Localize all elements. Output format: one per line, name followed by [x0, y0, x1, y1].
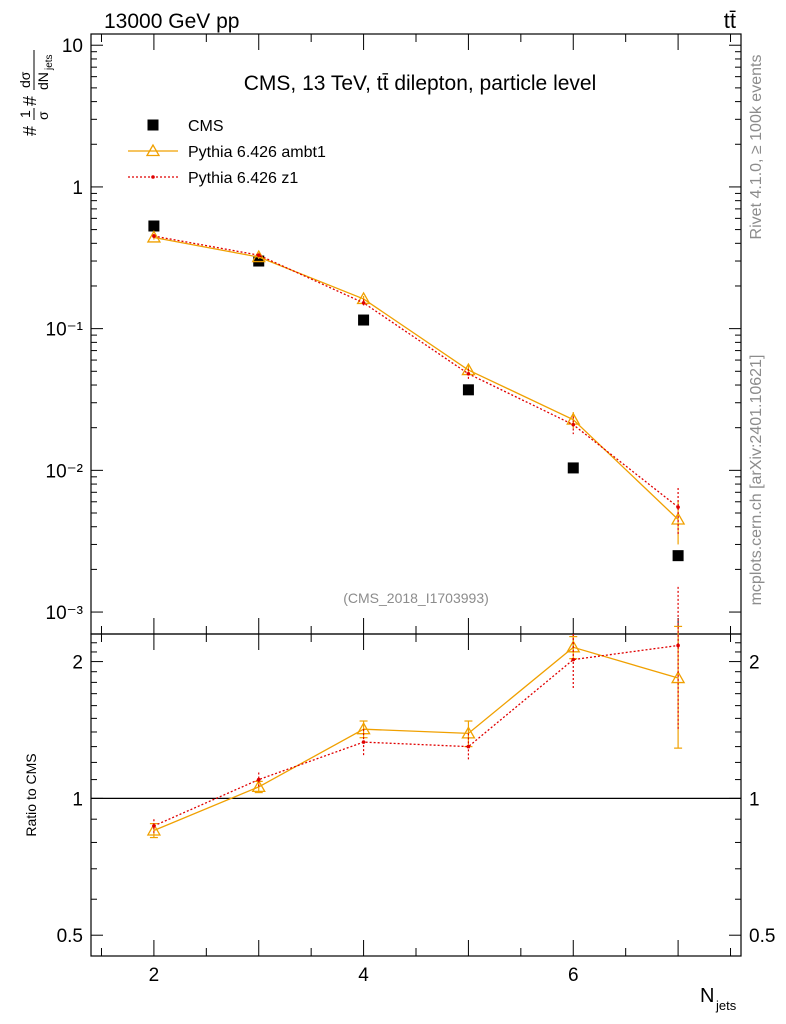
- ratio-point: [361, 740, 366, 744]
- x-tick-label: 2: [149, 965, 160, 986]
- data-point: [256, 253, 261, 257]
- ratio-point: [466, 744, 471, 749]
- main-series: [146, 220, 686, 562]
- ratio-point: [676, 643, 680, 648]
- ratio-series: [146, 586, 686, 839]
- ratio-tick-label-right: 2: [749, 653, 760, 674]
- energy-label: 13000 GeV pp: [104, 10, 239, 33]
- svg-text:jets: jets: [44, 54, 55, 71]
- data-point: [146, 230, 162, 243]
- data-point: [672, 550, 684, 562]
- ratio-tick-label-right: 1: [749, 789, 760, 810]
- ratio-point: [670, 670, 686, 684]
- x-tick-label: 6: [568, 965, 579, 986]
- analysis-label: (CMS_2018_I1703993): [343, 590, 489, 606]
- data-point: [676, 505, 680, 509]
- data-point: [462, 384, 474, 396]
- legend-label: Pythia 6.426 ambt1: [188, 144, 326, 161]
- ratio-point: [256, 777, 261, 782]
- svg-text:#: #: [20, 126, 40, 136]
- data-point: [571, 422, 576, 427]
- svg-text:1: 1: [17, 110, 33, 118]
- legend-item: CMS: [147, 118, 224, 135]
- ratio-point: [146, 823, 162, 836]
- ratio-tick-label: 0.5: [57, 926, 83, 947]
- process-label: tt̄: [724, 8, 736, 33]
- mcplots-label: mcplots.cern.ch [arXiv:2401.10621]: [748, 355, 765, 606]
- data-point: [567, 462, 579, 474]
- ratio-line: [153, 646, 679, 832]
- series-line: [153, 235, 679, 508]
- series-line: [153, 236, 679, 520]
- ratio-axis-label: Ratio to CMS: [23, 753, 39, 836]
- data-point: [361, 301, 366, 305]
- legend-label: Pythia 6.426 z1: [188, 170, 298, 187]
- series-pythia-6-426-ambt1: [146, 230, 686, 545]
- y-tick-label: 1: [72, 178, 83, 199]
- x-axis-ticks: 2 4 6: [100, 34, 732, 986]
- legend-label: CMS: [188, 118, 224, 135]
- y-tick-label: 10⁻³: [46, 603, 84, 624]
- y-axis-label: # 1 σ # dσ dN jets: [17, 50, 55, 136]
- legend-item: Pythia 6.426 z1: [128, 170, 298, 187]
- svg-text:jets: jets: [715, 998, 737, 1013]
- legend-marker: [145, 143, 161, 157]
- svg-text:dN: dN: [35, 72, 51, 90]
- y-tick-label: 10⁻¹: [46, 320, 84, 341]
- svg-text:#: #: [20, 96, 40, 106]
- series-cms: [148, 220, 684, 562]
- y-tick-label: 10: [62, 36, 83, 57]
- ratio-tick-label-right: 0.5: [749, 926, 775, 947]
- x-axis-label: N jets: [700, 985, 737, 1013]
- legend-marker: [147, 119, 159, 131]
- ratio-pythia-6-426-z1: [152, 586, 680, 833]
- ratio-tick-label: 1: [72, 789, 83, 810]
- svg-text:N: N: [700, 985, 714, 1007]
- ratio-pythia-6-426-ambt1: [146, 625, 686, 839]
- ratio-plot-frame: [90, 633, 742, 957]
- ratio-axis-ticks: 0.5 0.5 1 1 2 2: [57, 633, 775, 947]
- data-point: [152, 234, 156, 238]
- legend-item: Pythia 6.426 ambt1: [128, 143, 326, 161]
- data-point: [358, 314, 370, 326]
- rivet-label: Rivet 4.1.0, ≥ 100k events: [748, 55, 765, 240]
- data-point: [148, 220, 160, 232]
- series-pythia-6-426-z1: [152, 234, 680, 535]
- ratio-point: [571, 657, 576, 662]
- ratio-line: [153, 644, 679, 827]
- y-tick-label: 10⁻²: [46, 461, 84, 482]
- ratio-point: [152, 824, 156, 828]
- svg-text:dσ: dσ: [17, 71, 33, 88]
- upper-axis-ticks: 10 1 10⁻¹ 10⁻² 10⁻³: [46, 36, 741, 624]
- data-point: [466, 372, 471, 376]
- ratio-tick-label: 2: [72, 653, 83, 674]
- legend: CMS Pythia 6.426 ambt1 Pythia 6.426 z1: [128, 118, 326, 187]
- legend-marker: [151, 175, 155, 179]
- svg-text:σ: σ: [35, 111, 51, 120]
- x-tick-label: 4: [358, 965, 369, 986]
- ratio-point: [251, 779, 266, 793]
- data-point: [670, 512, 686, 525]
- chart-title: CMS, 13 TeV, tt̄ dilepton, particle leve…: [244, 72, 597, 95]
